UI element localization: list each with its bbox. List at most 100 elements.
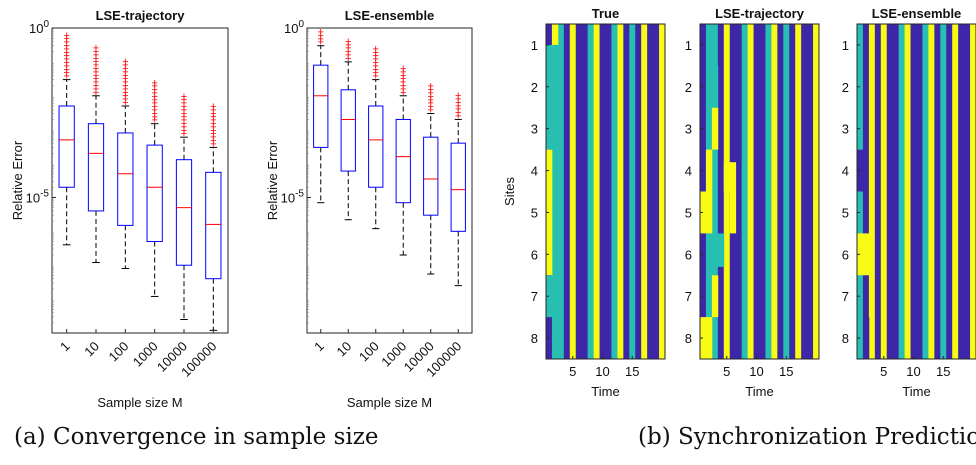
- outlier-marker: +: [400, 70, 406, 82]
- x-tick-label: 5: [880, 364, 887, 379]
- outlier-marker: +: [122, 87, 128, 99]
- outlier-marker: +: [373, 57, 379, 69]
- heatmap-patch: [711, 233, 719, 267]
- outlier-marker: +: [122, 66, 128, 78]
- x-tick-label: 5: [569, 364, 576, 379]
- heatmap-patch: [711, 107, 719, 150]
- outlier-marker: +: [400, 83, 406, 95]
- heatmap-column: [641, 24, 648, 359]
- x-tick-label: 100: [356, 339, 382, 365]
- heatmap-column: [886, 24, 894, 359]
- heatmap-column: [741, 24, 748, 359]
- heatmap-column: [783, 24, 790, 359]
- box-1000: ++++++++++++: [146, 77, 163, 297]
- x-tick-label: 1: [311, 339, 327, 355]
- outlier-marker: +: [93, 49, 99, 61]
- y-tick-label: 5: [531, 205, 538, 220]
- y-tick-label: 1: [531, 38, 538, 53]
- iqr-box: [368, 105, 384, 188]
- heatmap-column: [717, 24, 725, 359]
- outlier-marker: +: [151, 91, 157, 103]
- outlier-marker: +: [122, 63, 128, 75]
- outlier-marker: +: [210, 115, 216, 127]
- y-tick-label: 7: [531, 289, 538, 304]
- outlier-marker: +: [63, 54, 69, 66]
- outlier-marker: +: [122, 97, 128, 109]
- heatmap-column: [659, 24, 666, 359]
- heatmap-patch: [546, 275, 553, 318]
- heatmap-column: [593, 24, 600, 359]
- outlier-marker: +: [373, 64, 379, 76]
- outlier-marker: +: [210, 138, 216, 150]
- x-axis-label: Time: [902, 384, 930, 399]
- heatmap-patch: [857, 149, 864, 192]
- outlier-marker: +: [373, 71, 379, 83]
- heatmap-patch: [729, 191, 737, 234]
- heatmap-column: [862, 24, 870, 359]
- x-axis-label: Time: [591, 384, 619, 399]
- outlier-marker: +: [63, 43, 69, 55]
- outlier-marker: +: [455, 107, 461, 119]
- outlier-marker: +: [151, 115, 157, 127]
- heatmap-patch: [862, 233, 870, 276]
- outlier-marker: +: [181, 121, 187, 133]
- heatmap-column: [623, 24, 630, 359]
- outlier-marker: +: [400, 66, 406, 78]
- heatmap-patch: [700, 317, 707, 359]
- caption-b: (b) Synchronization Prediction: [638, 424, 976, 450]
- outlier-marker: +: [181, 91, 187, 103]
- outlier-marker: +: [455, 104, 461, 116]
- outlier-marker: +: [181, 128, 187, 140]
- outlier-marker: +: [210, 128, 216, 140]
- outlier-marker: +: [345, 53, 351, 65]
- y-tick-label: 5: [685, 205, 692, 220]
- outlier-marker: +: [373, 43, 379, 55]
- x-tick-label: 1: [57, 339, 73, 355]
- y-tick-label: 2: [685, 80, 692, 95]
- plot-frame: [51, 27, 229, 334]
- iqr-box: [340, 89, 356, 172]
- outlier-marker: +: [181, 98, 187, 110]
- outlier-marker: +: [210, 132, 216, 144]
- outlier-marker: +: [93, 80, 99, 92]
- y-tick-label: 10-5: [26, 188, 50, 205]
- heatmap-column: [551, 24, 559, 359]
- outlier-marker: +: [93, 46, 99, 58]
- outlier-marker: +: [122, 70, 128, 82]
- heatmap-column: [795, 24, 802, 359]
- plot-frame: [856, 23, 976, 360]
- outlier-marker: +: [93, 77, 99, 89]
- heatmap-column: [557, 24, 565, 359]
- outlier-marker: +: [151, 81, 157, 93]
- heatmap-patch: [862, 317, 870, 359]
- outlier-marker: +: [373, 50, 379, 62]
- outlier-marker: +: [210, 125, 216, 137]
- heatmap-column: [711, 24, 719, 359]
- y-tick-label: 8: [531, 331, 538, 346]
- heatmap-column: [958, 24, 965, 359]
- y-tick-label: 3: [842, 122, 849, 137]
- outlier-marker: +: [345, 36, 351, 48]
- box-1000: ++++++++: [395, 63, 411, 256]
- plot-frame: [545, 23, 666, 360]
- heatmap-patch: [546, 44, 553, 150]
- outlier-marker: +: [400, 63, 406, 75]
- x-axis-label: Time: [745, 384, 773, 399]
- outlier-marker: +: [428, 98, 434, 110]
- heatmap-column: [789, 24, 796, 359]
- heatmap-column: [575, 24, 583, 359]
- heatmap-column: [946, 24, 953, 359]
- heatmap-column: [581, 24, 589, 359]
- caption-a: (a) Convergence in sample size: [14, 424, 379, 450]
- x-tick-label: 10: [334, 339, 355, 360]
- outlier-marker: +: [122, 90, 128, 102]
- y-tick-label: 7: [685, 289, 692, 304]
- outlier-marker: +: [210, 104, 216, 116]
- outlier-marker: +: [318, 37, 324, 49]
- outlier-marker: +: [63, 40, 69, 52]
- outlier-marker: +: [151, 108, 157, 120]
- outlier-marker: +: [210, 118, 216, 130]
- heatmap-column: [611, 24, 618, 359]
- outlier-marker: +: [63, 71, 69, 83]
- outlier-marker: +: [345, 46, 351, 58]
